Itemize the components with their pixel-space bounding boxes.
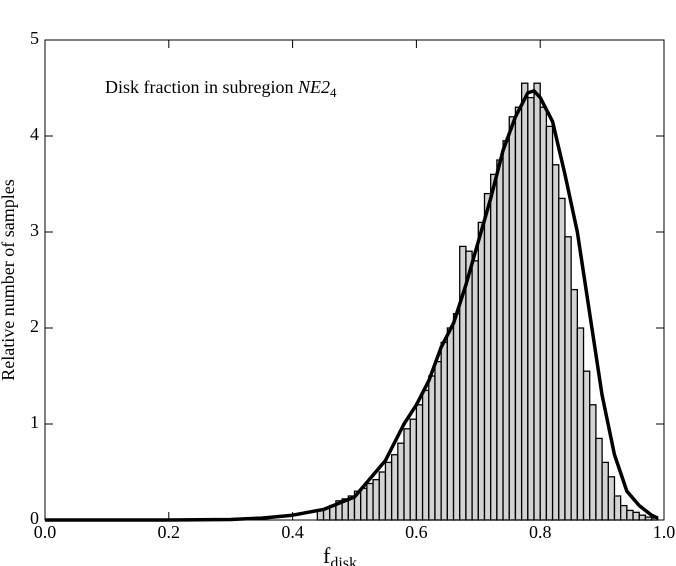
- x-tick-label: 0.8: [529, 522, 552, 542]
- bar: [446, 327, 455, 521]
- bar: [551, 164, 560, 521]
- bar: [613, 495, 622, 521]
- y-tick-label: 2: [30, 316, 39, 336]
- bar: [607, 476, 616, 521]
- bar: [576, 327, 585, 521]
- bar: [502, 140, 510, 521]
- bar: [490, 173, 498, 521]
- bar: [496, 159, 504, 521]
- bar: [582, 370, 591, 521]
- bar: [465, 250, 473, 521]
- fit-curve: [45, 89, 659, 522]
- y-tick-label: 0: [30, 508, 39, 528]
- bar: [378, 471, 387, 521]
- bar: [477, 221, 486, 521]
- bar: [440, 341, 449, 521]
- bar: [428, 375, 436, 521]
- bar: [397, 442, 405, 521]
- bar: [570, 288, 578, 521]
- bar: [601, 461, 609, 521]
- x-tick-label: 0.6: [405, 522, 428, 542]
- x-tick-label: 1.0: [653, 522, 676, 542]
- x-tick-label: 0.2: [158, 522, 181, 542]
- bar: [527, 96, 535, 521]
- bar: [638, 514, 647, 521]
- bar: [626, 509, 634, 521]
- bar: [409, 418, 418, 521]
- bar: [520, 82, 529, 521]
- x-label-main: f: [323, 543, 331, 566]
- y-tick-label: 3: [30, 220, 39, 240]
- bar: [564, 236, 572, 521]
- annotation-text: Disk fraction in subregion: [105, 77, 293, 97]
- y-label: Relative number of samples: [0, 179, 18, 380]
- x-tick-label: 0.0: [34, 522, 57, 542]
- bar: [620, 504, 628, 521]
- bar: [403, 428, 411, 521]
- y-tick-label: 1: [30, 412, 39, 432]
- bar: [508, 116, 517, 521]
- bar: [415, 404, 424, 521]
- bar: [452, 312, 461, 521]
- bar: [366, 482, 374, 521]
- bar: [360, 487, 368, 521]
- y-tick-label: 4: [30, 124, 39, 144]
- bar: [384, 461, 393, 521]
- bar: [558, 197, 566, 521]
- annotation-sub: 4: [330, 85, 337, 100]
- bar: [545, 125, 554, 521]
- plot-frame: [44, 39, 665, 521]
- bar: [390, 454, 399, 521]
- annotation-region: NE2: [297, 77, 330, 97]
- x-label: fdisk: [323, 543, 357, 566]
- bar: [632, 511, 640, 521]
- bar: [514, 106, 523, 521]
- x-label-sub: disk: [330, 555, 357, 566]
- bar: [533, 82, 541, 521]
- bar: [421, 389, 430, 521]
- x-tick-label: 0.4: [281, 522, 304, 542]
- bar: [471, 260, 479, 521]
- annotation: Disk fraction in subregion NE24: [105, 77, 337, 100]
- bar: [595, 437, 603, 521]
- bar: [434, 360, 442, 521]
- bar: [483, 192, 492, 521]
- bar: [589, 404, 597, 521]
- bar: [372, 479, 380, 521]
- bar: [539, 106, 548, 521]
- y-tick-label: 5: [30, 28, 39, 48]
